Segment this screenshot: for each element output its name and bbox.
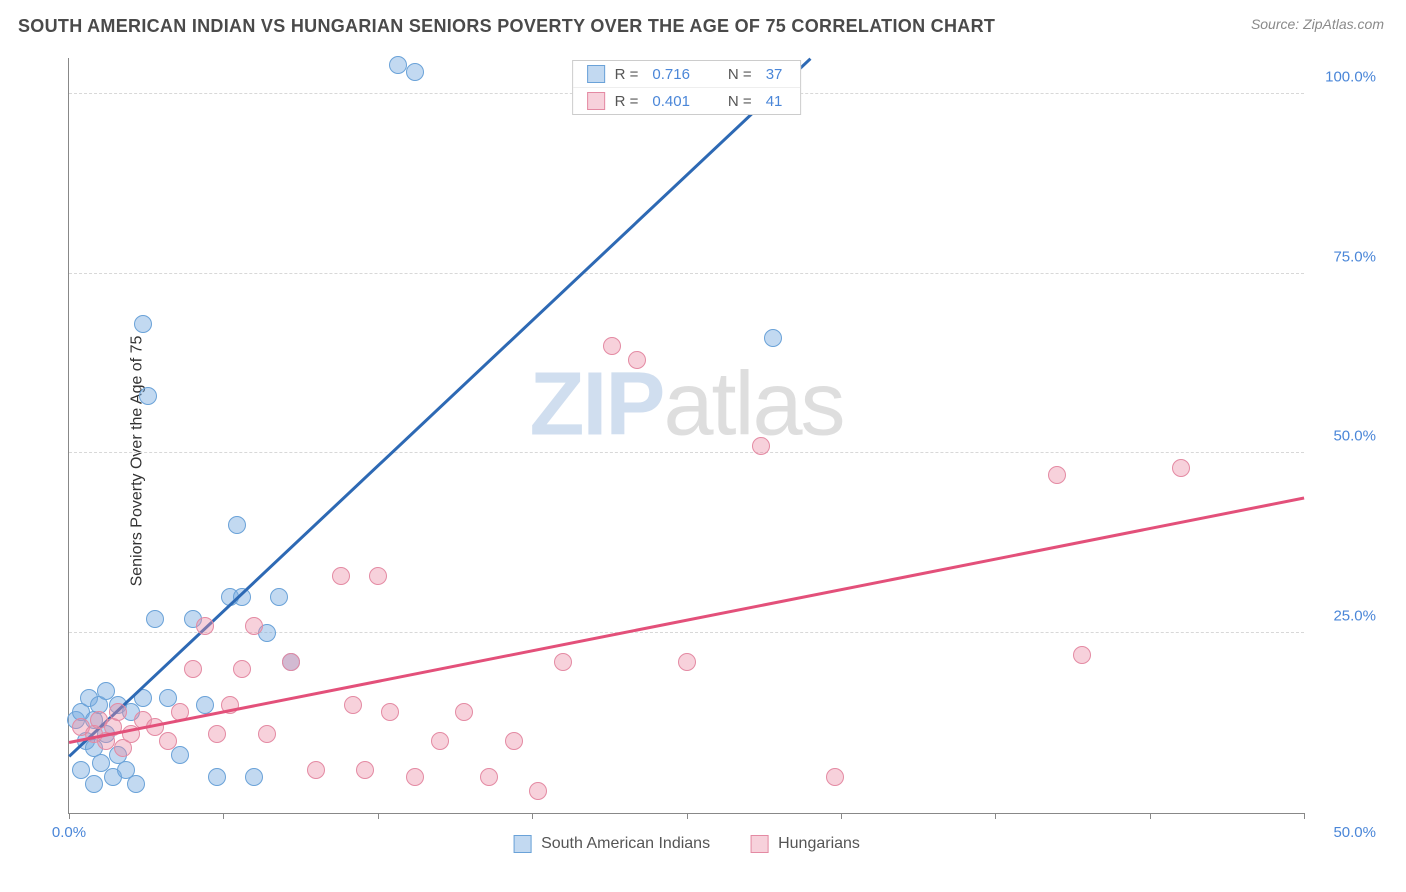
y-tick-label: 75.0% — [1312, 248, 1376, 265]
watermark: ZIPatlas — [529, 354, 843, 457]
data-point — [369, 567, 387, 585]
data-point — [406, 768, 424, 786]
n-value-1: 41 — [766, 93, 783, 110]
legend-row-series-0: R = 0.716 N = 37 — [573, 61, 801, 87]
chart-header: SOUTH AMERICAN INDIAN VS HUNGARIAN SENIO… — [0, 0, 1406, 45]
data-point — [171, 746, 189, 764]
data-point — [159, 732, 177, 750]
data-point — [245, 617, 263, 635]
data-point — [134, 315, 152, 333]
data-point — [258, 725, 276, 743]
data-point — [228, 516, 246, 534]
data-point — [1172, 459, 1190, 477]
data-point — [628, 351, 646, 369]
legend-label-0: South American Indians — [541, 835, 710, 853]
data-point — [344, 696, 362, 714]
data-point — [270, 588, 288, 606]
chart-source: Source: ZipAtlas.com — [1251, 16, 1384, 32]
data-point — [139, 387, 157, 405]
data-point — [332, 567, 350, 585]
data-point — [603, 337, 621, 355]
data-point — [307, 761, 325, 779]
chart-container: Seniors Poverty Over the Age of 75 ZIPat… — [18, 48, 1384, 874]
data-point — [114, 739, 132, 757]
r-value-0: 0.716 — [652, 66, 690, 83]
data-point — [356, 761, 374, 779]
chart-title: SOUTH AMERICAN INDIAN VS HUNGARIAN SENIO… — [18, 16, 995, 37]
data-point — [1073, 646, 1091, 664]
data-point — [554, 653, 572, 671]
data-point — [1048, 466, 1066, 484]
n-label: N = — [728, 66, 752, 83]
x-tick — [995, 813, 996, 819]
data-point — [127, 775, 145, 793]
swatch-series-0 — [587, 65, 605, 83]
data-point — [455, 703, 473, 721]
series-legend: South American Indians Hungarians — [513, 835, 860, 853]
data-point — [72, 761, 90, 779]
x-tick — [69, 813, 70, 819]
data-point — [752, 437, 770, 455]
plot-area: ZIPatlas R = 0.716 N = 37 R = 0.401 N = … — [68, 58, 1304, 814]
x-tick — [532, 813, 533, 819]
x-tick-label: 50.0% — [1312, 824, 1376, 841]
gridline-h — [69, 273, 1304, 274]
data-point — [431, 732, 449, 750]
r-label: R = — [615, 93, 639, 110]
data-point — [764, 329, 782, 347]
x-tick — [378, 813, 379, 819]
data-point — [245, 768, 263, 786]
n-value-0: 37 — [766, 66, 783, 83]
data-point — [406, 63, 424, 81]
swatch-series-1 — [587, 92, 605, 110]
y-tick-label: 50.0% — [1312, 428, 1376, 445]
data-point — [146, 610, 164, 628]
y-tick-label: 25.0% — [1312, 608, 1376, 625]
x-tick — [841, 813, 842, 819]
y-tick-label: 100.0% — [1312, 68, 1376, 85]
data-point — [208, 725, 226, 743]
watermark-part1: ZIP — [529, 355, 663, 455]
gridline-h — [69, 452, 1304, 453]
legend-row-series-1: R = 0.401 N = 41 — [573, 87, 801, 114]
legend-label-1: Hungarians — [778, 835, 860, 853]
data-point — [505, 732, 523, 750]
data-point — [826, 768, 844, 786]
data-point — [109, 703, 127, 721]
swatch-legend-0 — [513, 835, 531, 853]
x-tick — [687, 813, 688, 819]
x-tick — [1150, 813, 1151, 819]
data-point — [196, 617, 214, 635]
data-point — [480, 768, 498, 786]
data-point — [233, 660, 251, 678]
data-point — [529, 782, 547, 800]
trend-line — [68, 58, 811, 757]
data-point — [196, 696, 214, 714]
data-point — [208, 768, 226, 786]
x-tick — [223, 813, 224, 819]
r-value-1: 0.401 — [652, 93, 690, 110]
legend-item-0: South American Indians — [513, 835, 710, 853]
n-label: N = — [728, 93, 752, 110]
data-point — [381, 703, 399, 721]
correlation-legend: R = 0.716 N = 37 R = 0.401 N = 41 — [572, 60, 802, 115]
legend-item-1: Hungarians — [750, 835, 860, 853]
data-point — [184, 660, 202, 678]
x-tick-label: 0.0% — [52, 824, 86, 841]
r-label: R = — [615, 66, 639, 83]
data-point — [85, 775, 103, 793]
data-point — [389, 56, 407, 74]
x-tick — [1304, 813, 1305, 819]
swatch-legend-1 — [750, 835, 768, 853]
data-point — [678, 653, 696, 671]
data-point — [282, 653, 300, 671]
